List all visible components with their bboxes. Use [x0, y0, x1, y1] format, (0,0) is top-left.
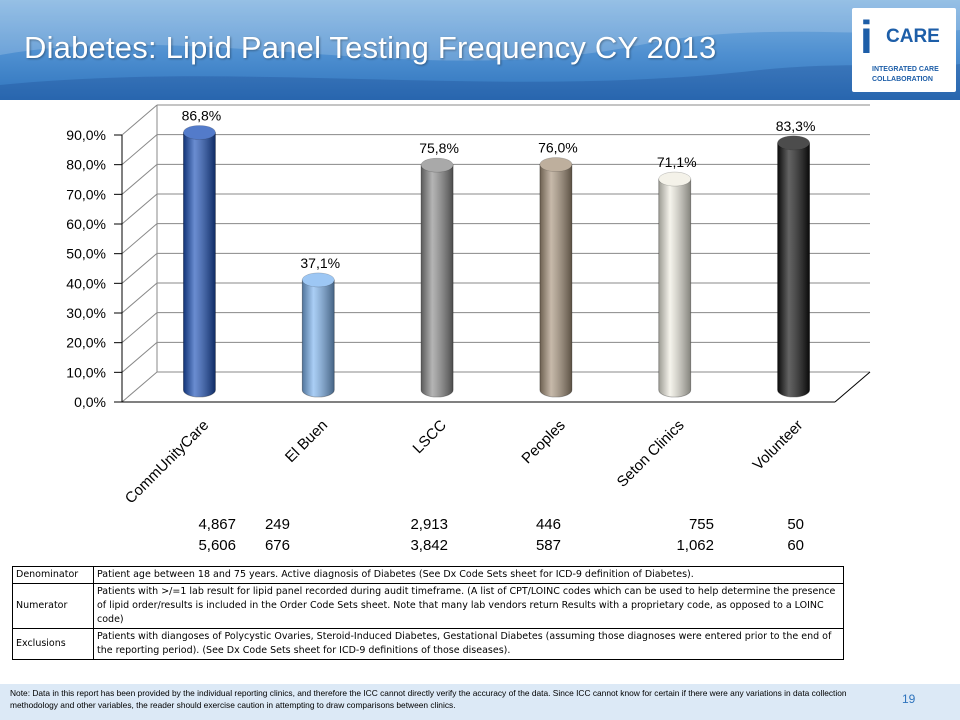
y-tick-label: 80,0% — [66, 157, 106, 173]
gridline-depth — [121, 104, 158, 136]
denominator-count: 1,062 — [676, 537, 714, 554]
header-wave-decoration — [0, 0, 960, 100]
gridline-depth — [121, 134, 158, 166]
y-tick-label: 30,0% — [66, 305, 106, 321]
gridline-depth — [121, 193, 158, 225]
y-tick-label: 40,0% — [66, 275, 106, 291]
bar-top — [183, 125, 216, 140]
bar-top-highlight — [421, 158, 454, 173]
bar-shading — [777, 142, 810, 397]
category-label: Seton Clinics — [614, 417, 688, 491]
y-tick-label: 10,0% — [66, 364, 106, 380]
data-label: 75,8% — [419, 140, 459, 156]
y-tick-label: 20,0% — [66, 335, 106, 351]
bar-top-highlight — [539, 157, 572, 172]
denominator-count: 3,842 — [410, 537, 448, 554]
category-label: Volunteer — [750, 417, 807, 474]
definition-row: Denominator Patient age between 18 and 75… — [12, 566, 844, 584]
gridline-depth — [121, 252, 158, 284]
numerator-count: 2,913 — [410, 516, 448, 533]
denominator-count: 5,606 — [198, 537, 236, 554]
slide-header: Diabetes: Lipid Panel Testing Frequency … — [0, 0, 960, 100]
bar-shading — [539, 164, 572, 397]
denominator-count: 60 — [787, 537, 804, 554]
bar-top — [658, 171, 692, 187]
definition-label: Exclusions — [12, 628, 94, 660]
slide-footer: Note: Data in this report has been provi… — [0, 684, 960, 720]
category-label: Peoples — [518, 417, 568, 467]
numerator-count: 249 — [264, 516, 290, 533]
bar-shading — [658, 179, 691, 397]
gridline-depth — [121, 163, 158, 195]
bar-top — [420, 157, 454, 173]
bar-shading — [421, 165, 454, 397]
data-label: 37,1% — [300, 255, 340, 271]
bar-top — [777, 135, 810, 151]
definition-text: Patient age between 18 and 75 years. Act… — [93, 566, 844, 584]
bar-top-highlight — [658, 172, 691, 187]
category-label: CommUnityCare — [122, 417, 212, 507]
gridline-depth — [121, 312, 158, 344]
numerator-count: 4,867 — [198, 516, 236, 533]
footer-note: Note: Data in this report has been provi… — [10, 688, 847, 710]
logo-line-1: INTEGRATED CARE — [872, 66, 939, 73]
gridline-depth — [121, 341, 158, 373]
data-label: 86,8% — [182, 107, 222, 123]
icare-logo: i CARE INTEGRATED CARE COLLABORATION — [852, 8, 956, 92]
definition-label: Numerator — [12, 583, 94, 629]
gridline-depth — [121, 371, 158, 403]
page-number: 19 — [902, 692, 916, 706]
gridline-depth — [121, 282, 158, 314]
floor-right-edge — [834, 371, 871, 403]
definition-text: Patients with >/=1 lab result for lipid … — [93, 583, 844, 629]
numerator-count: 50 — [787, 516, 804, 533]
definitions-table: Denominator Patient age between 18 and 75… — [12, 566, 844, 660]
category-label: LSCC — [410, 417, 450, 457]
numerator-count: 755 — [688, 516, 714, 533]
y-tick-label: 0,0% — [74, 394, 106, 410]
y-tick-label: 50,0% — [66, 246, 106, 262]
definition-row: Numerator Patients with >/=1 lab result f… — [12, 583, 844, 629]
gridline-depth — [121, 223, 158, 255]
denominator-count: 676 — [264, 537, 290, 554]
bar-shading — [183, 132, 216, 397]
y-tick-label: 70,0% — [66, 186, 106, 202]
definition-text: Patients with diangoses of Polycystic Ov… — [93, 628, 844, 660]
bar-top-highlight — [777, 135, 810, 150]
logo-i-mark: i — [860, 11, 873, 63]
slide-title: Diabetes: Lipid Panel Testing Frequency … — [24, 30, 717, 65]
lipid-panel-bar-chart: 0,0% 10,0% 20,0% 30,0% 40,0% 50,0% 60,0% 70,0% 8… — [66, 104, 871, 507]
bar-top — [539, 157, 573, 172]
logo-care-text: CARE — [886, 26, 940, 47]
data-label: 83,3% — [776, 118, 816, 134]
denominator-count: 587 — [535, 537, 561, 554]
definition-row: Exclusions Patients with diangoses of Pol… — [12, 628, 844, 660]
bar-shading — [302, 279, 335, 397]
data-label: 76,0% — [538, 140, 578, 156]
definition-label: Denominator — [12, 566, 94, 584]
y-tick-label: 60,0% — [66, 216, 106, 232]
bar-top — [301, 272, 335, 288]
category-label: El Buen — [282, 417, 331, 466]
bar-top-highlight — [302, 272, 335, 287]
numerator-count: 446 — [535, 516, 561, 533]
bar-top-highlight — [183, 125, 216, 140]
data-label: 71,1% — [657, 154, 697, 170]
y-tick-label: 90,0% — [66, 127, 106, 143]
logo-line-2: COLLABORATION — [872, 76, 933, 83]
